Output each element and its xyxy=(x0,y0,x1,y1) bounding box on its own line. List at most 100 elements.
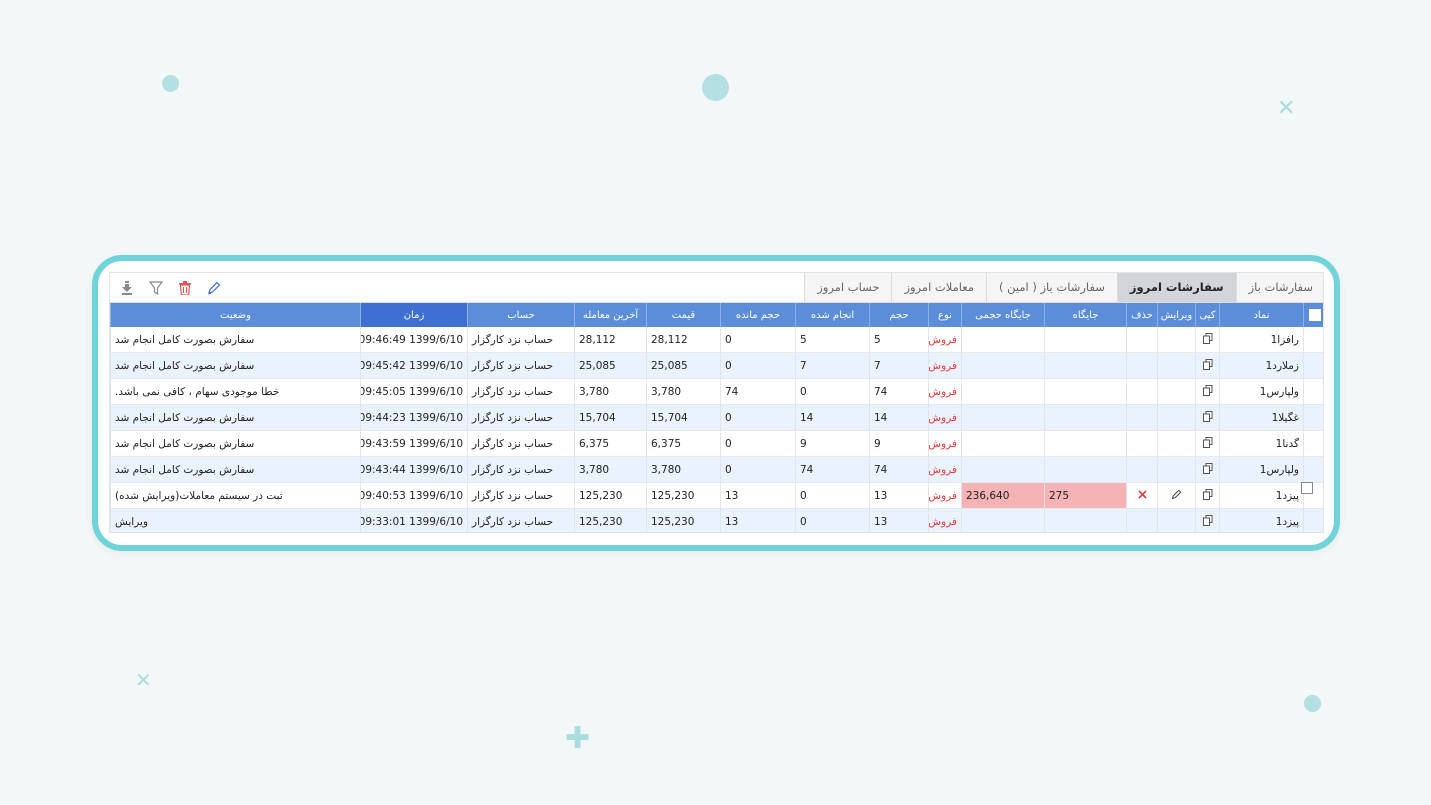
col-position[interactable]: جایگاه xyxy=(1044,303,1127,327)
account-cell: حساب نزد کارگزار xyxy=(467,378,575,405)
table-row[interactable]: رافزا1 فروش 5 5 0 28,112 28,112 حساب نزد کارگزا… xyxy=(110,327,1323,353)
delete-cell xyxy=(1126,352,1158,379)
done-cell: 0 xyxy=(795,508,870,532)
delete-cell xyxy=(1126,404,1158,431)
symbol-cell[interactable]: ولپارس1 xyxy=(1219,456,1304,483)
symbol-cell[interactable]: گدنا1 xyxy=(1219,430,1304,457)
position-cell xyxy=(1044,352,1127,379)
remaining-cell: 74 xyxy=(720,378,796,405)
copy-icon[interactable] xyxy=(1195,430,1220,457)
row-select-cell[interactable] xyxy=(1303,430,1323,457)
time-cell: 1399/6/10 09:45:05 xyxy=(360,378,468,405)
done-cell: 74 xyxy=(795,456,870,483)
remaining-cell: 0 xyxy=(720,352,796,379)
download-icon[interactable] xyxy=(116,279,138,297)
edit-cell[interactable] xyxy=(1157,482,1196,509)
select-all-checkbox[interactable] xyxy=(1308,309,1321,321)
table-row[interactable]: ولپارس1 فروش 74 74 0 3,780 3,780 حساب نزد کارگز… xyxy=(110,456,1323,483)
type-cell: فروش xyxy=(928,327,962,353)
col-done[interactable]: انجام شده xyxy=(795,303,870,327)
edit-cell xyxy=(1157,378,1196,405)
done-cell: 0 xyxy=(795,378,870,405)
tab-today-trades[interactable]: معاملات امروز xyxy=(891,273,986,302)
tab-open-orders-amin[interactable]: سفارشات باز ( امین ) xyxy=(985,273,1117,302)
table-row[interactable]: پیزد1 275 236,640 فروش 13 0 13 125,230 125,230 حس… xyxy=(110,482,1323,509)
row-select-cell[interactable] xyxy=(1303,404,1323,431)
symbol-cell[interactable]: غگیلا1 xyxy=(1219,404,1304,431)
col-volume-position[interactable]: جایگاه حجمی xyxy=(961,303,1045,327)
time-cell: 1399/6/10 09:44:23 xyxy=(360,404,468,431)
col-status[interactable]: وضعیت xyxy=(110,303,361,327)
col-delete[interactable]: حذف xyxy=(1126,303,1158,327)
row-select-cell[interactable] xyxy=(1303,327,1323,353)
col-symbol[interactable]: نماد xyxy=(1219,303,1304,327)
edit-pencil-icon[interactable] xyxy=(1171,489,1182,503)
copy-icon[interactable] xyxy=(1195,378,1220,405)
table-row[interactable]: پیزد1 فروش 13 0 13 125,230 125,230 حساب نزد کار… xyxy=(110,508,1323,532)
col-price[interactable]: قیمت xyxy=(646,303,721,327)
copy-icon[interactable] xyxy=(1195,404,1220,431)
decor-x-icon: ✕ xyxy=(1277,96,1296,121)
volume-position-cell xyxy=(961,430,1045,457)
tab-today-account[interactable]: حساب امروز xyxy=(804,273,892,302)
tab-open-orders[interactable]: سفارشات باز xyxy=(1235,273,1323,302)
status-cell: سفارش بصورت کامل انجام شد xyxy=(110,456,361,483)
account-cell: حساب نزد کارگزار xyxy=(467,404,575,431)
trash-icon[interactable] xyxy=(174,279,196,297)
symbol-cell[interactable]: ولپارس1 xyxy=(1219,378,1304,405)
remaining-cell: 0 xyxy=(720,456,796,483)
status-cell: سفارش بصورت کامل انجام شد xyxy=(110,352,361,379)
symbol-cell[interactable]: زملارد1 xyxy=(1219,352,1304,379)
remaining-cell: 13 xyxy=(720,508,796,532)
type-cell: فروش xyxy=(928,508,962,532)
type-cell: فروش xyxy=(928,404,962,431)
row-select-cell[interactable] xyxy=(1303,352,1323,379)
position-cell xyxy=(1044,327,1127,353)
volume-position-cell xyxy=(961,508,1045,532)
symbol-cell[interactable]: پیزد1 xyxy=(1219,508,1304,532)
row-select-cell[interactable] xyxy=(1303,456,1323,483)
copy-icon[interactable] xyxy=(1195,508,1220,532)
symbol-cell[interactable]: پیزد1 xyxy=(1219,482,1304,509)
row-select-cell[interactable] xyxy=(1303,378,1323,405)
table-row[interactable]: ولپارس1 فروش 74 0 74 3,780 3,780 حساب نزد کارگز… xyxy=(110,378,1323,405)
time-cell: 1399/6/10 09:33:01 xyxy=(360,508,468,532)
status-cell: ویرایش xyxy=(110,508,361,532)
delete-x-icon[interactable] xyxy=(1137,489,1147,502)
position-cell xyxy=(1044,508,1127,532)
copy-icon[interactable] xyxy=(1195,482,1220,509)
delete-cell xyxy=(1126,430,1158,457)
volume-cell: 13 xyxy=(869,508,929,532)
pencil-icon[interactable] xyxy=(203,279,225,297)
table-row[interactable]: گدنا1 فروش 9 9 0 6,375 6,375 حساب نزد کارگزار 13… xyxy=(110,430,1323,457)
tab-today-orders[interactable]: سفارشات امروز xyxy=(1116,273,1236,302)
col-time[interactable]: زمان xyxy=(360,303,468,327)
delete-cell xyxy=(1126,508,1158,532)
col-volume[interactable]: حجم xyxy=(869,303,929,327)
time-cell: 1399/6/10 09:43:44 xyxy=(360,456,468,483)
col-account[interactable]: حساب xyxy=(467,303,575,327)
table-row[interactable]: غگیلا1 فروش 14 14 0 15,704 15,704 حساب نزد کارگ… xyxy=(110,404,1323,431)
copy-icon[interactable] xyxy=(1195,352,1220,379)
status-cell: سفارش بصورت کامل انجام شد xyxy=(110,327,361,353)
delete-cell[interactable] xyxy=(1126,482,1158,509)
copy-icon[interactable] xyxy=(1195,456,1220,483)
position-cell xyxy=(1044,404,1127,431)
col-remaining[interactable]: حجم مانده xyxy=(720,303,796,327)
symbol-cell[interactable]: رافزا1 xyxy=(1219,327,1304,353)
row-select-cell[interactable] xyxy=(1303,508,1323,532)
row-select-checkbox[interactable] xyxy=(1301,482,1313,494)
select-all-header[interactable] xyxy=(1303,303,1323,327)
col-last-trade[interactable]: آخرین معامله xyxy=(574,303,647,327)
col-type[interactable]: نوع xyxy=(928,303,962,327)
status-cell: ثبت در سیستم معاملات(ویرایش شده) xyxy=(110,482,361,509)
decor-plus-icon: ✚ xyxy=(565,721,591,756)
table-row[interactable]: زملارد1 فروش 7 7 0 25,085 25,085 حساب نزد کارگز… xyxy=(110,352,1323,379)
account-cell: حساب نزد کارگزار xyxy=(467,430,575,457)
col-copy[interactable]: کپی xyxy=(1195,303,1220,327)
filter-icon[interactable] xyxy=(145,279,167,297)
volume-position-cell xyxy=(961,456,1045,483)
price-cell: 125,230 xyxy=(646,482,721,509)
copy-icon[interactable] xyxy=(1195,327,1220,353)
col-edit[interactable]: ویرایش xyxy=(1157,303,1196,327)
